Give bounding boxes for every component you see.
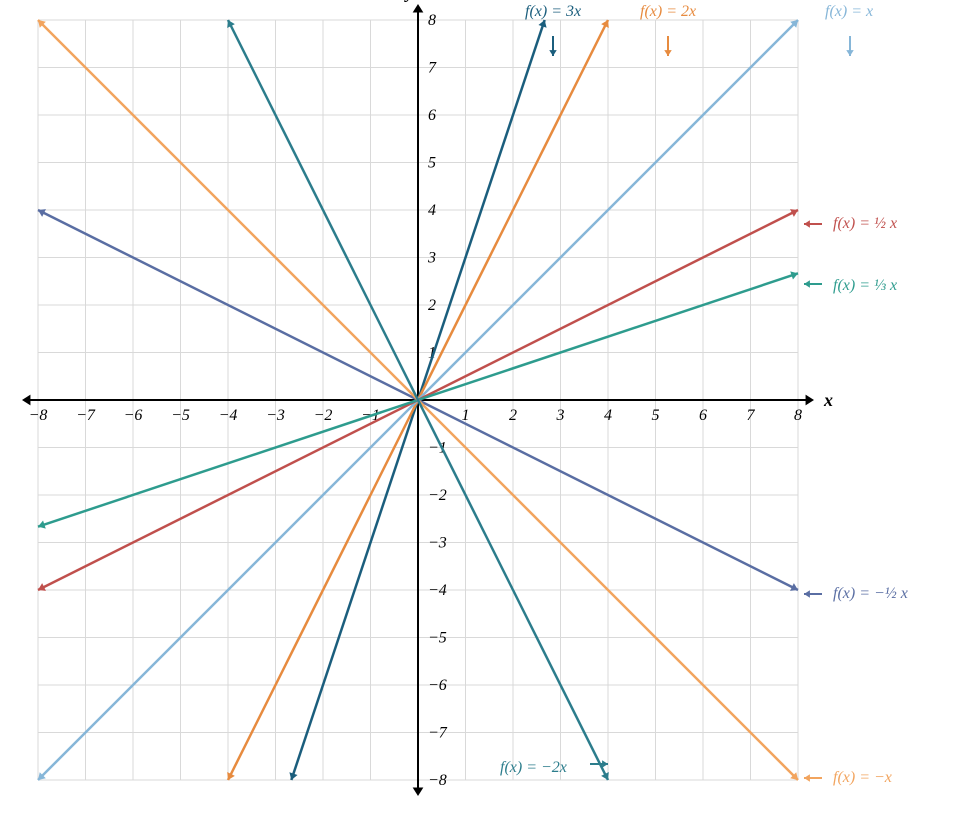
x-tick-label: −7 bbox=[76, 407, 96, 424]
x-axis-label: x bbox=[823, 390, 833, 410]
fn-label-fx_2x: f(x) = 2x bbox=[640, 3, 696, 20]
y-tick-label: 6 bbox=[428, 107, 436, 124]
fn-label-fx_neghalf: f(x) = −½ x bbox=[833, 585, 908, 602]
x-tick-label: 4 bbox=[604, 407, 612, 424]
y-tick-label: −5 bbox=[428, 630, 447, 647]
y-tick-label: −6 bbox=[428, 677, 447, 694]
x-tick-label: −8 bbox=[29, 407, 48, 424]
x-tick-label: 3 bbox=[556, 407, 565, 424]
x-tick-label: −6 bbox=[124, 407, 143, 424]
x-tick-label: 6 bbox=[699, 407, 707, 424]
y-tick-label: −4 bbox=[428, 582, 447, 599]
y-tick-label: 3 bbox=[427, 250, 436, 267]
x-tick-label: 5 bbox=[652, 407, 660, 424]
fn-label-fx_third: f(x) = ⅓ x bbox=[833, 277, 897, 294]
x-tick-label: −4 bbox=[219, 407, 238, 424]
y-tick-label: −3 bbox=[428, 535, 447, 552]
fn-label-fx_x: f(x) = x bbox=[825, 3, 873, 20]
y-tick-label: −7 bbox=[428, 725, 448, 742]
y-tick-label: 4 bbox=[428, 202, 436, 219]
coordinate-plane-chart: −8−7−6−5−4−3−2−112345678−8−7−6−5−4−3−2−1… bbox=[0, 0, 975, 822]
fn-label-fx_3x: f(x) = 3x bbox=[525, 3, 581, 20]
y-tick-label: 2 bbox=[428, 297, 436, 314]
x-tick-label: −2 bbox=[314, 407, 333, 424]
x-tick-label: 8 bbox=[794, 407, 802, 424]
chart-bg bbox=[0, 0, 975, 822]
fn-label-fx_half: f(x) = ½ x bbox=[833, 215, 897, 232]
x-tick-label: −5 bbox=[171, 407, 190, 424]
y-tick-label: −8 bbox=[428, 772, 447, 789]
y-axis-label: y bbox=[404, 0, 415, 2]
x-tick-label: 2 bbox=[509, 407, 517, 424]
x-tick-label: 7 bbox=[747, 407, 756, 424]
y-tick-label: −2 bbox=[428, 487, 447, 504]
x-tick-label: −3 bbox=[266, 407, 285, 424]
y-tick-label: 5 bbox=[428, 155, 436, 172]
fn-label-fx_neg2x: f(x) = −2x bbox=[500, 759, 567, 776]
fn-label-fx_negx: f(x) = −x bbox=[833, 769, 892, 786]
y-tick-label: 7 bbox=[428, 60, 437, 77]
y-tick-label: 8 bbox=[428, 12, 436, 29]
